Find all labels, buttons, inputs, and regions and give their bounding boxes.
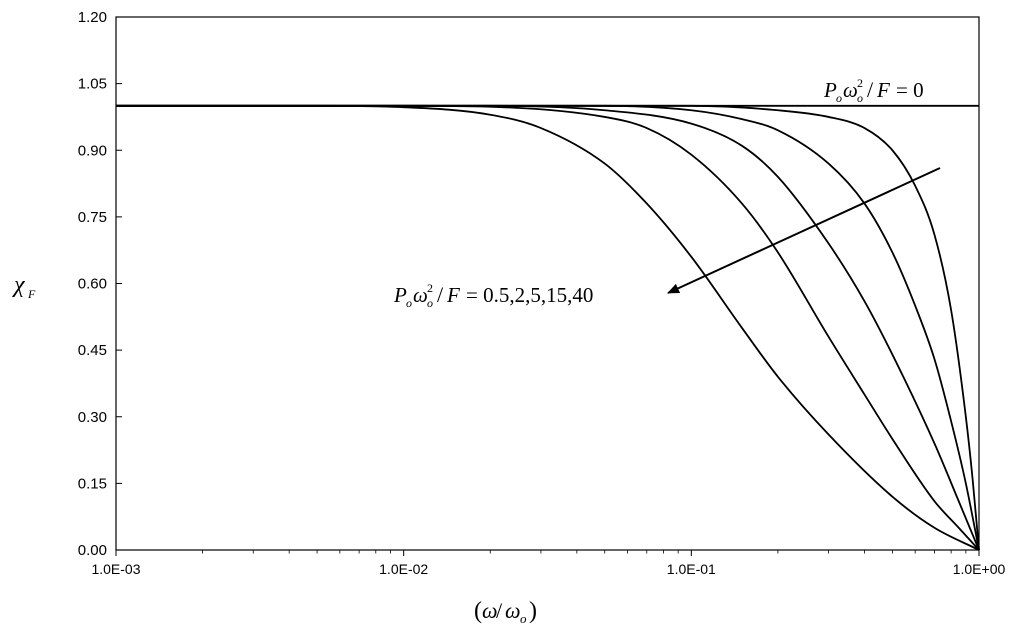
series-line-2 — [115, 104, 980, 551]
x-axis-label-omega: ω — [482, 598, 498, 623]
y-axis-label-subscript: F — [27, 287, 36, 301]
x-axis-label-open-paren: ( — [474, 598, 482, 624]
y-tick-label: 0.45 — [78, 342, 107, 359]
x-axis-label-close-paren: ) — [529, 598, 537, 624]
annotation-zero-parameter: P o ω o 2 / F = 0 — [823, 76, 924, 105]
y-axis-label-main: χ — [12, 272, 26, 298]
svg-text:2: 2 — [427, 281, 433, 295]
y-tick-label: 0.00 — [78, 542, 107, 559]
x-tick-label: 1.0E-01 — [667, 561, 716, 577]
svg-text:o: o — [836, 91, 842, 105]
x-axis-ticks: 1.0E-03 1.0E-02 1.0E-01 1.0E+00 — [91, 550, 1005, 577]
svg-text:/: / — [867, 77, 874, 102]
series-line-40 — [115, 104, 980, 551]
svg-text:F: F — [446, 283, 460, 307]
x-axis-label: ( ω / ω o ) — [474, 598, 537, 626]
y-tick-label: 0.75 — [78, 209, 107, 226]
svg-text:o: o — [406, 296, 412, 310]
svg-text:P: P — [823, 78, 837, 102]
x-axis-label-slash: / — [496, 598, 503, 623]
series-lines — [115, 104, 980, 551]
x-tick-label: 1.0E-02 — [379, 561, 428, 577]
svg-text:ω: ω — [413, 283, 428, 307]
series-line-15 — [115, 104, 980, 551]
svg-text:F: F — [876, 78, 890, 102]
y-tick-label: 0.15 — [78, 475, 107, 492]
y-tick-label: 0.30 — [78, 409, 107, 426]
annotation-parameter-list: P o ω o 2 / F = 0.5,2,5,15,40 — [393, 281, 593, 310]
y-axis-label: χ F — [12, 272, 36, 301]
y-tick-label: 0.90 — [78, 142, 107, 159]
y-tick-label: 1.05 — [78, 76, 107, 93]
x-axis-label-subscript: o — [520, 611, 527, 626]
annotation-arrow — [667, 167, 941, 294]
svg-text:2: 2 — [857, 76, 863, 90]
svg-text:ω: ω — [843, 78, 858, 102]
svg-text:= 0: = 0 — [896, 78, 924, 102]
series-line-5 — [115, 104, 980, 551]
y-tick-label: 1.20 — [78, 9, 107, 26]
svg-text:/: / — [437, 282, 444, 307]
svg-text:o: o — [857, 91, 863, 105]
series-line-0-5 — [115, 104, 980, 551]
svg-text:P: P — [393, 283, 407, 307]
y-tick-label: 0.60 — [78, 276, 107, 293]
svg-text:o: o — [427, 296, 433, 310]
x-tick-label: 1.0E-03 — [91, 561, 140, 577]
x-axis-label-omega-o: ω — [505, 598, 521, 623]
x-tick-label: 1.0E+00 — [953, 561, 1006, 577]
svg-text:= 0.5,2,5,15,40: = 0.5,2,5,15,40 — [466, 283, 593, 307]
y-axis-ticks: 0.00 0.15 0.30 0.45 0.60 0.75 0.90 1.05 1.20 — [78, 9, 122, 559]
